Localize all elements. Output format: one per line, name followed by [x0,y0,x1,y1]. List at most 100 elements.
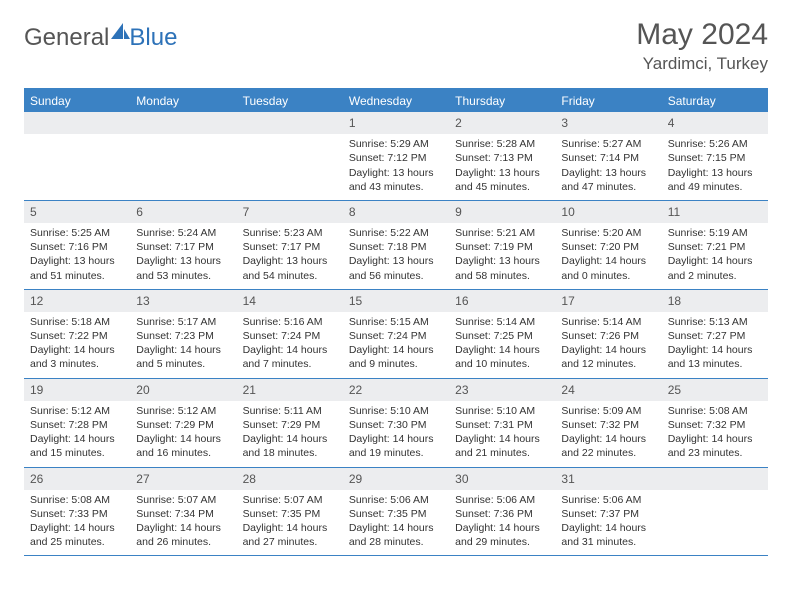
day-number: 24 [555,379,661,401]
day-info-line: Sunset: 7:14 PM [561,151,655,165]
location-label: Yardimci, Turkey [636,54,768,74]
day-body: Sunrise: 5:17 AMSunset: 7:23 PMDaylight:… [130,312,236,378]
day-info-line: Sunrise: 5:26 AM [668,137,762,151]
day-info-line: Daylight: 14 hours and 22 minutes. [561,432,655,460]
day-info-line: Sunset: 7:30 PM [349,418,443,432]
day-cell: 8Sunrise: 5:22 AMSunset: 7:18 PMDaylight… [343,201,449,289]
week-row: 5 Sunrise: 5:25 AMSunset: 7:16 PM Daylight… [24,201,768,290]
day-info-line: Daylight: 14 hours and 3 minutes. [30,343,124,371]
day-info-line: Sunrise: 5:10 AM [455,404,549,418]
day-info-line: Sunset: 7:32 PM [561,418,655,432]
day-number: 11 [662,201,768,223]
day-body: Sunrise: 5:09 AMSunset: 7:32 PMDaylight:… [555,401,661,467]
day-info-line: Sunrise: 5:15 AM [349,315,443,329]
day-cell: 14Sunrise: 5:16 AMSunset: 7:24 PMDayligh… [237,290,343,378]
day-info-line: Sunrise: 5:17 AM [136,315,230,329]
day-info-line: Daylight: 13 hours and 58 minutes. [455,254,549,282]
day-info-line: Sunrise: 5:11 AM [243,404,337,418]
logo: General Blue [24,18,177,52]
day-info-line: Sunrise: 5:06 AM [455,493,549,507]
weekday-header: Tuesday [237,90,343,112]
day-number: 5 [24,201,130,223]
day-info-line: Sunset: 7:36 PM [455,507,549,521]
day-cell: 30Sunrise: 5:06 AMSunset: 7:36 PMDayligh… [449,468,555,556]
weekday-header: Wednesday [343,90,449,112]
day-body: Sunrise: 5:10 AMSunset: 7:30 PMDaylight:… [343,401,449,467]
day-number: 26 [24,468,130,490]
day-cell: 23Sunrise: 5:10 AMSunset: 7:31 PMDayligh… [449,379,555,467]
day-body: Sunrise: 5:28 AMSunset: 7:13 PMDaylight:… [449,134,555,200]
day-info-line: Sunset: 7:20 PM [561,240,655,254]
day-info-line: Sunrise: 5:25 AM [30,226,124,240]
day-number: 23 [449,379,555,401]
sail-icon [109,21,131,46]
title-block: May 2024 Yardimci, Turkey [636,18,768,74]
day-cell: 17Sunrise: 5:14 AMSunset: 7:26 PMDayligh… [555,290,661,378]
day-cell: 10Sunrise: 5:20 AMSunset: 7:20 PMDayligh… [555,201,661,289]
day-number: 17 [555,290,661,312]
day-body: Sunrise: 5:18 AMSunset: 7:22 PMDaylight:… [24,312,130,378]
day-number: 28 [237,468,343,490]
day-number: 30 [449,468,555,490]
day-info-line: Daylight: 14 hours and 7 minutes. [243,343,337,371]
day-info-line: Sunset: 7:34 PM [136,507,230,521]
day-cell [662,468,768,556]
day-cell: 11Sunrise: 5:19 AMSunset: 7:21 PMDayligh… [662,201,768,289]
day-info-line: Daylight: 14 hours and 25 minutes. [30,521,124,549]
day-number: 19 [24,379,130,401]
day-info-line: Daylight: 13 hours and 54 minutes. [243,254,337,282]
day-info-line: Sunset: 7:15 PM [668,151,762,165]
day-info-line: Sunrise: 5:13 AM [668,315,762,329]
day-number: 13 [130,290,236,312]
day-info-line: Daylight: 14 hours and 27 minutes. [243,521,337,549]
day-cell: 13Sunrise: 5:17 AMSunset: 7:23 PMDayligh… [130,290,236,378]
day-cell: 22Sunrise: 5:10 AMSunset: 7:30 PMDayligh… [343,379,449,467]
day-info-line: Sunset: 7:35 PM [243,507,337,521]
day-info-line: Daylight: 14 hours and 13 minutes. [668,343,762,371]
day-info-line: Daylight: 14 hours and 0 minutes. [561,254,655,282]
logo-text-blue: Blue [129,24,177,52]
day-number [662,468,768,490]
day-number: 10 [555,201,661,223]
day-info-line: Sunrise: 5:29 AM [349,137,443,151]
day-info-line: Sunrise: 5:07 AM [136,493,230,507]
day-body: Sunrise: 5:12 AMSunset: 7:29 PMDaylight:… [130,401,236,467]
week-row: 1Sunrise: 5:29 AMSunset: 7:12 PMDaylight… [24,112,768,201]
day-info-line: Sunrise: 5:07 AM [243,493,337,507]
day-number: 14 [237,290,343,312]
weekday-header-row: SundayMondayTuesdayWednesdayThursdayFrid… [24,90,768,112]
day-info-line: Daylight: 14 hours and 19 minutes. [349,432,443,460]
day-info-line: Sunrise: 5:14 AM [561,315,655,329]
day-info-line: Sunset: 7:27 PM [668,329,762,343]
weekday-header: Saturday [662,90,768,112]
day-number [24,112,130,134]
day-cell: 25Sunrise: 5:08 AMSunset: 7:32 PMDayligh… [662,379,768,467]
day-info-line: Sunset: 7:16 PM [30,240,124,254]
day-body: Sunrise: 5:23 AMSunset: 7:17 PMDaylight:… [237,223,343,289]
day-cell: 16Sunrise: 5:14 AMSunset: 7:25 PMDayligh… [449,290,555,378]
day-info-line: Daylight: 13 hours and 47 minutes. [561,166,655,194]
day-body: Sunrise: 5:07 AMSunset: 7:34 PMDaylight:… [130,490,236,556]
day-cell: 7Sunrise: 5:23 AMSunset: 7:17 PMDaylight… [237,201,343,289]
calendar-body: 1Sunrise: 5:29 AMSunset: 7:12 PMDaylight… [24,112,768,556]
day-number: 20 [130,379,236,401]
day-cell: 19Sunrise: 5:12 AMSunset: 7:28 PMDayligh… [24,379,130,467]
day-info-line: Sunset: 7:24 PM [243,329,337,343]
weekday-header: Friday [555,90,661,112]
day-info-line: Sunset: 7:28 PM [30,418,124,432]
day-cell: 9Sunrise: 5:21 AMSunset: 7:19 PMDaylight… [449,201,555,289]
day-body: Sunrise: 5:13 AMSunset: 7:27 PMDaylight:… [662,312,768,378]
day-cell: 26Sunrise: 5:08 AMSunset: 7:33 PMDayligh… [24,468,130,556]
day-number: 12 [24,290,130,312]
day-info-line: Sunset: 7:29 PM [243,418,337,432]
day-number: 7 [237,201,343,223]
day-cell: 24Sunrise: 5:09 AMSunset: 7:32 PMDayligh… [555,379,661,467]
day-number: 6 [130,201,236,223]
day-cell [237,112,343,200]
day-info-line: Sunset: 7:17 PM [136,240,230,254]
day-cell: 21Sunrise: 5:11 AMSunset: 7:29 PMDayligh… [237,379,343,467]
day-cell: 27Sunrise: 5:07 AMSunset: 7:34 PMDayligh… [130,468,236,556]
day-number: 9 [449,201,555,223]
day-body: Sunrise: 5:06 AMSunset: 7:36 PMDaylight:… [449,490,555,556]
day-info-line: Daylight: 13 hours and 49 minutes. [668,166,762,194]
